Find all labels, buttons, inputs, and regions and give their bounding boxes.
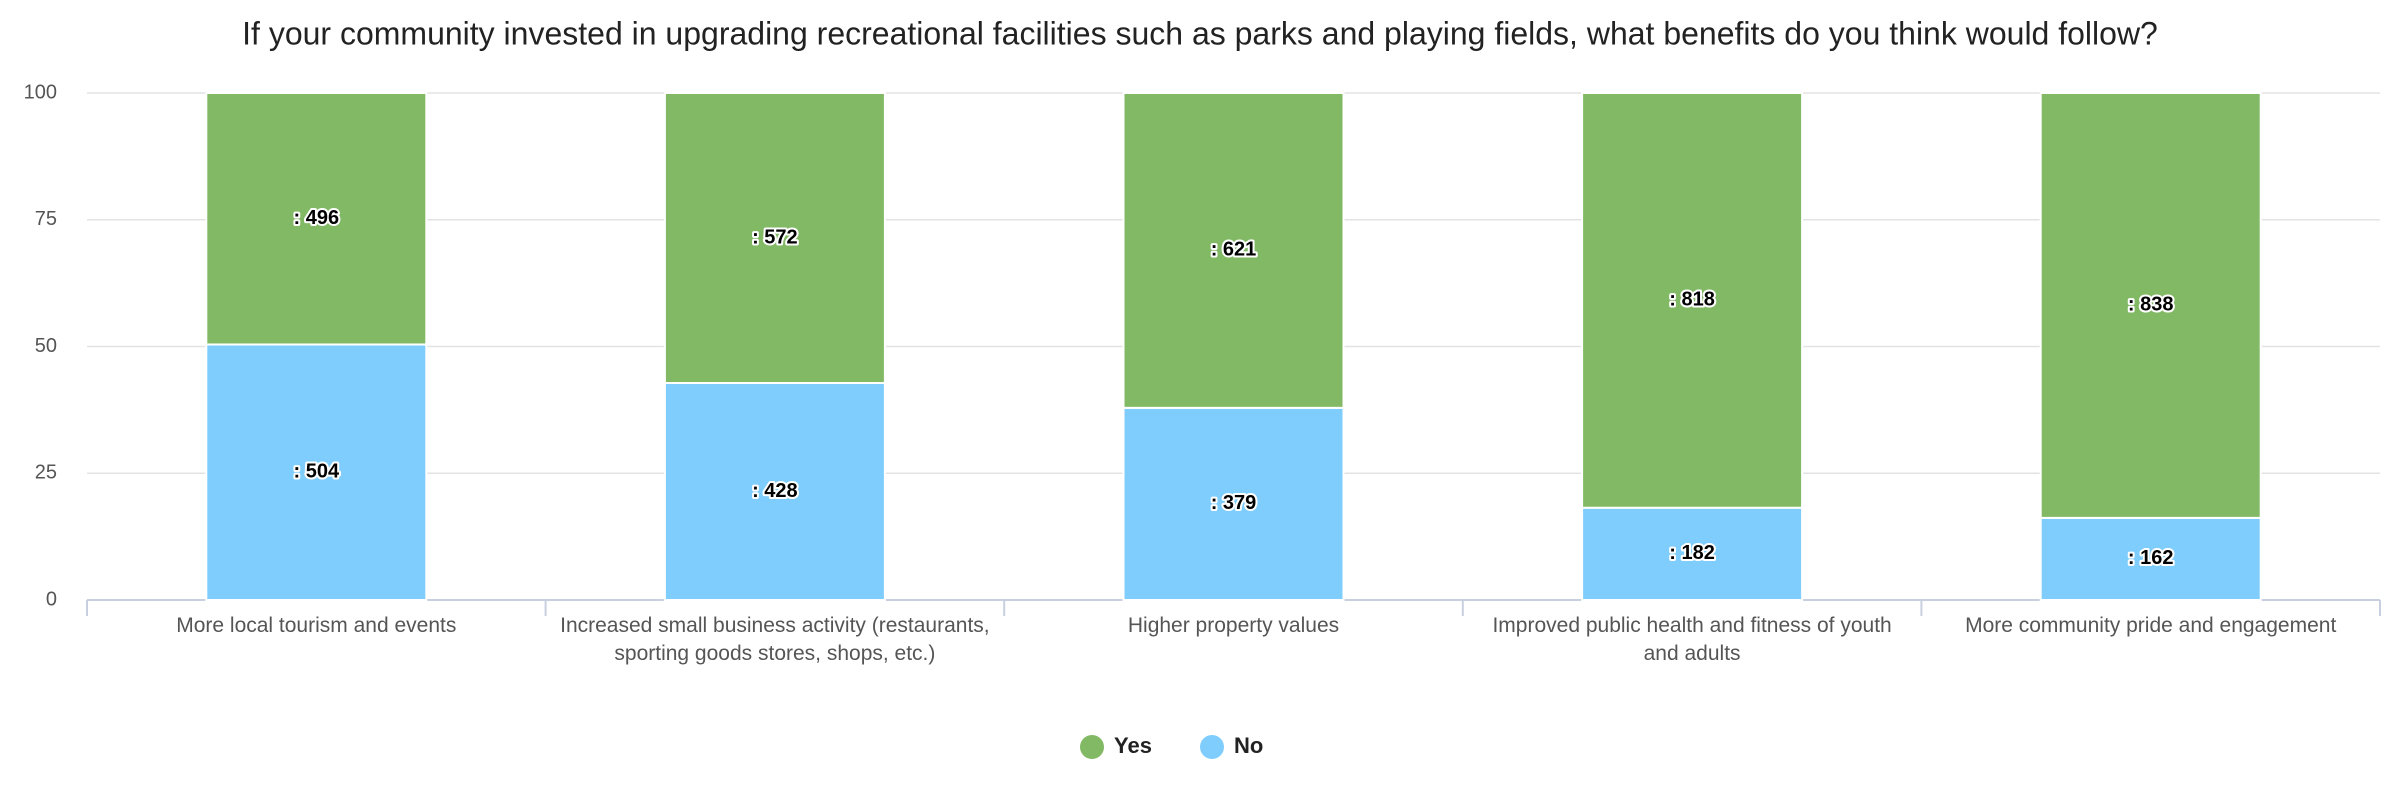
x-tick-label-box: More community pride and engagement: [1965, 614, 2337, 637]
y-tick-label: 50: [35, 335, 57, 357]
y-tick-label: 25: [35, 462, 57, 484]
x-tick-label-box: Higher property values: [1127, 614, 1340, 637]
x-tick-label: Increased small business activity (resta…: [560, 614, 990, 665]
x-tick-label-box: Increased small business activity (resta…: [560, 614, 990, 665]
bar-segment: [2039, 92, 2262, 519]
legend-marker: [1080, 735, 1104, 759]
legend-label: Yes: [1114, 733, 1152, 758]
bar-segment: [1122, 406, 1345, 601]
value-label: : 379: [1211, 492, 1257, 514]
legend-marker: [1200, 735, 1224, 759]
value-label: : 621: [1211, 239, 1257, 261]
x-tick-label: More community pride and engagement: [1965, 614, 2337, 637]
bar-segment: [1581, 92, 1804, 509]
value-label: : 838: [2128, 294, 2174, 316]
x-tick-label: Improved public health and fitness of yo…: [1492, 614, 1892, 665]
chart-title: If your community invested in upgrading …: [242, 15, 2158, 51]
x-tick-label-box: Improved public health and fitness of yo…: [1492, 614, 1892, 665]
x-tick-label-box: More local tourism and events: [176, 614, 457, 637]
bar-segment: [205, 343, 428, 601]
value-label: : 504: [294, 461, 340, 483]
bar-segment: [1122, 92, 1345, 409]
value-label: : 496: [294, 207, 340, 229]
value-label: : 162: [2128, 547, 2174, 569]
y-tick-label: 100: [24, 81, 57, 103]
value-label: : 428: [752, 480, 798, 502]
value-label: : 182: [1669, 542, 1715, 564]
x-tick-label: More local tourism and events: [176, 614, 457, 637]
value-label: : 818: [1669, 289, 1715, 311]
y-tick-label: 75: [35, 208, 57, 230]
value-label: : 572: [752, 226, 798, 248]
y-tick-label: 0: [46, 588, 57, 610]
bar-segment: [663, 92, 886, 385]
x-tick-label: Higher property values: [1127, 614, 1340, 637]
legend-label: No: [1234, 733, 1263, 758]
bar-segment: [205, 92, 428, 346]
bar-segment: [1581, 506, 1804, 602]
